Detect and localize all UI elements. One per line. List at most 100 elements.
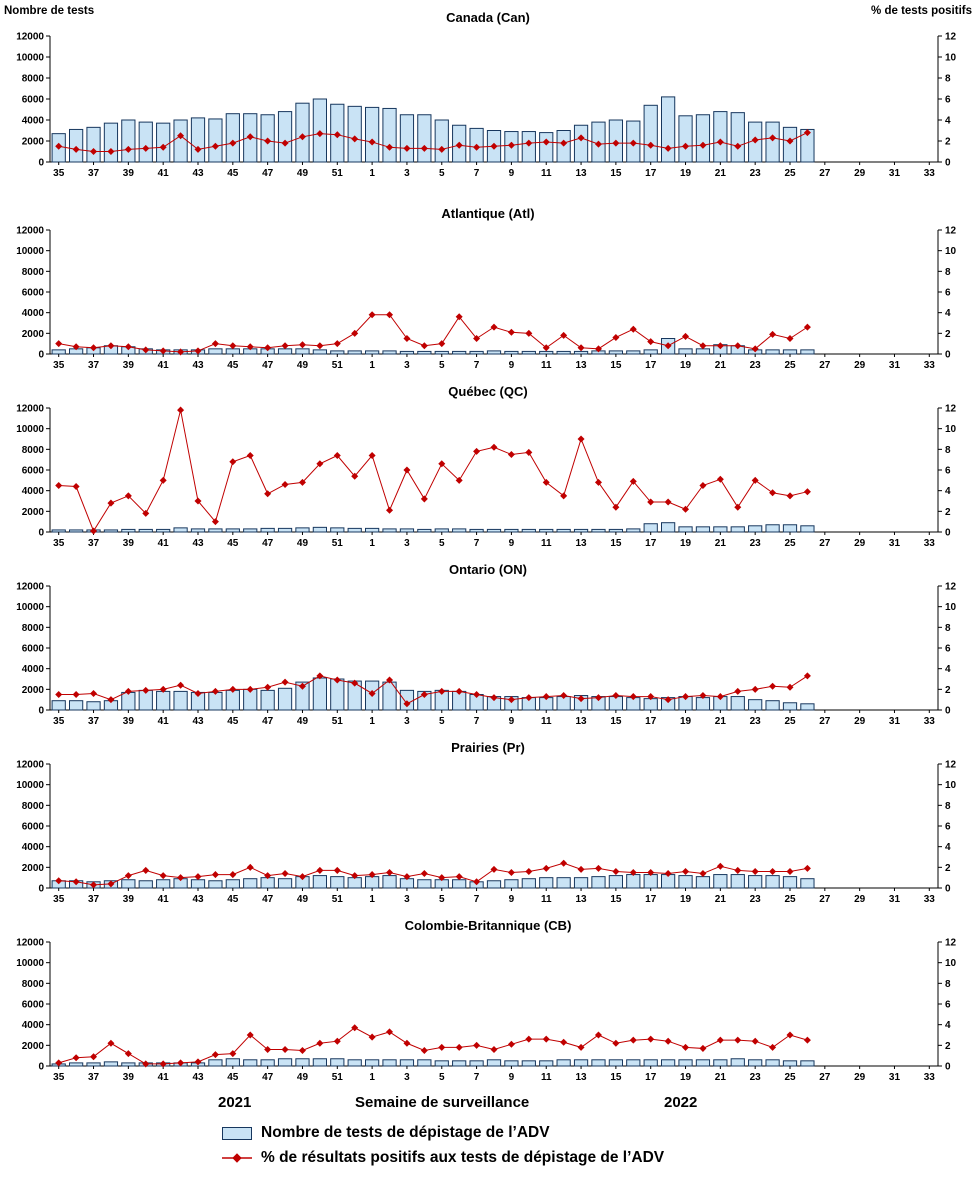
svg-text:15: 15 (610, 168, 622, 179)
svg-text:10: 10 (945, 53, 957, 64)
svg-text:19: 19 (680, 360, 692, 371)
svg-text:6000: 6000 (22, 288, 45, 299)
svg-text:21: 21 (715, 360, 727, 371)
svg-text:6000: 6000 (22, 1000, 45, 1011)
svg-text:45: 45 (227, 538, 239, 549)
svg-text:8000: 8000 (22, 801, 45, 812)
svg-text:23: 23 (750, 538, 762, 549)
svg-text:51: 51 (332, 538, 344, 549)
svg-text:7: 7 (474, 716, 480, 727)
svg-text:19: 19 (680, 538, 692, 549)
svg-text:41: 41 (158, 538, 170, 549)
svg-text:13: 13 (575, 1072, 587, 1083)
svg-text:27: 27 (819, 1072, 831, 1083)
svg-text:4000: 4000 (22, 842, 45, 853)
svg-text:11: 11 (541, 168, 552, 179)
svg-text:21: 21 (715, 894, 727, 905)
svg-text:41: 41 (158, 716, 170, 727)
svg-text:0: 0 (945, 528, 951, 539)
svg-text:23: 23 (750, 1072, 762, 1083)
svg-text:41: 41 (158, 1072, 170, 1083)
svg-text:0: 0 (945, 158, 951, 169)
svg-text:43: 43 (192, 360, 204, 371)
svg-text:11: 11 (541, 1072, 552, 1083)
svg-text:23: 23 (750, 716, 762, 727)
svg-text:19: 19 (680, 168, 692, 179)
svg-text:37: 37 (88, 1072, 100, 1083)
svg-text:12: 12 (945, 938, 957, 949)
svg-text:8: 8 (945, 267, 951, 278)
svg-text:6000: 6000 (22, 822, 45, 833)
svg-text:5: 5 (439, 168, 445, 179)
year-2021-label: 2021 (218, 1094, 252, 1111)
svg-text:0: 0 (945, 1062, 951, 1073)
svg-text:6000: 6000 (22, 644, 45, 655)
svg-text:13: 13 (575, 716, 587, 727)
svg-text:10000: 10000 (16, 246, 44, 257)
svg-text:13: 13 (575, 538, 587, 549)
svg-text:51: 51 (332, 1072, 344, 1083)
svg-text:39: 39 (123, 894, 135, 905)
svg-text:6000: 6000 (22, 95, 45, 106)
svg-text:Nombre de tests: Nombre de tests (4, 5, 94, 17)
legend-row-bars: Nombre de tests de dépistage de l’ADV (222, 1124, 976, 1142)
chart-panel-canada: Nombre de tests % de tests positifs Canada… (4, 5, 972, 179)
svg-text:49: 49 (297, 1072, 309, 1083)
svg-text:39: 39 (123, 1072, 135, 1083)
svg-text:31: 31 (889, 168, 901, 179)
svg-text:4: 4 (945, 664, 951, 675)
svg-text:2: 2 (945, 329, 951, 340)
svg-text:25: 25 (784, 538, 796, 549)
svg-text:4: 4 (945, 308, 951, 319)
svg-text:10: 10 (945, 246, 957, 257)
svg-text:13: 13 (575, 894, 587, 905)
svg-text:7: 7 (474, 1072, 480, 1083)
chart-panel-colombie-britannique: Colombie-Britannique (CB)020004000600080… (16, 918, 957, 1083)
svg-text:45: 45 (227, 716, 239, 727)
svg-text:8000: 8000 (22, 445, 45, 456)
svg-text:10000: 10000 (16, 602, 44, 613)
svg-text:17: 17 (645, 1072, 657, 1083)
svg-text:47: 47 (262, 1072, 274, 1083)
chart-panel-ontario: Ontario (ON) 0 2000 4000 6000 8000 10000 12000 0… (16, 562, 956, 727)
svg-text:2: 2 (945, 137, 951, 148)
svg-text:2000: 2000 (22, 863, 45, 874)
svg-text:10: 10 (945, 780, 957, 791)
svg-text:8: 8 (945, 445, 951, 456)
svg-text:4000: 4000 (22, 664, 45, 675)
svg-text:0: 0 (945, 884, 951, 895)
svg-text:7: 7 (474, 538, 480, 549)
svg-text:37: 37 (88, 360, 100, 371)
svg-text:% de tests positifs: % de tests positifs (871, 5, 972, 17)
svg-text:9: 9 (509, 168, 515, 179)
svg-text:3: 3 (404, 894, 410, 905)
svg-text:4: 4 (945, 1020, 951, 1031)
svg-text:31: 31 (889, 1072, 901, 1083)
svg-text:13: 13 (575, 168, 587, 179)
svg-text:2: 2 (945, 685, 951, 696)
svg-text:23: 23 (750, 168, 762, 179)
svg-text:43: 43 (192, 538, 204, 549)
svg-text:33: 33 (924, 168, 936, 179)
svg-text:37: 37 (88, 538, 100, 549)
svg-text:35: 35 (53, 1072, 65, 1083)
svg-text:33: 33 (924, 1072, 936, 1083)
svg-text:1: 1 (369, 538, 375, 549)
svg-text:9: 9 (509, 1072, 515, 1083)
svg-text:49: 49 (297, 716, 309, 727)
svg-text:29: 29 (854, 894, 866, 905)
svg-text:10000: 10000 (16, 53, 44, 64)
svg-text:9: 9 (509, 538, 515, 549)
svg-text:Québec (QC): Québec (QC) (448, 384, 527, 399)
svg-text:4: 4 (945, 486, 951, 497)
svg-text:49: 49 (297, 168, 309, 179)
svg-text:0: 0 (38, 1062, 44, 1073)
svg-text:43: 43 (192, 168, 204, 179)
svg-text:47: 47 (262, 538, 274, 549)
x-axis-footer: 2021 Semaine de surveillance 2022 (0, 1092, 976, 1118)
svg-text:51: 51 (332, 894, 344, 905)
svg-text:37: 37 (88, 716, 100, 727)
svg-text:9: 9 (509, 360, 515, 371)
svg-text:6: 6 (945, 822, 951, 833)
svg-text:2000: 2000 (22, 329, 45, 340)
